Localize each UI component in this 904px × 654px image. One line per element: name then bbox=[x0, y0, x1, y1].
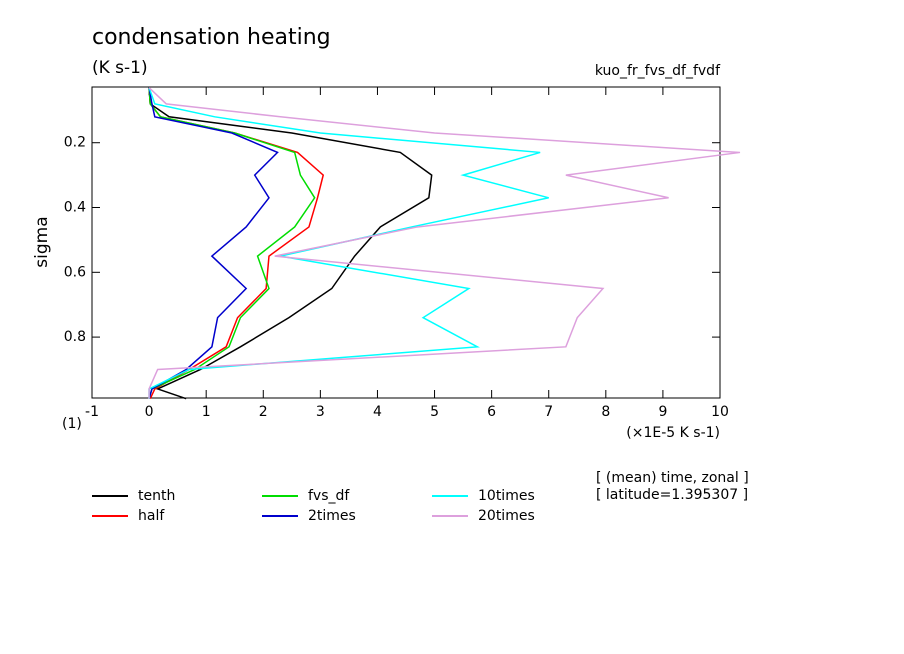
legend-label: 20times bbox=[478, 508, 535, 524]
x-tick-label: 10 bbox=[711, 404, 729, 420]
y-tick-label: 0.8 bbox=[64, 329, 86, 345]
series-line bbox=[148, 87, 549, 399]
x-tick-label: 4 bbox=[373, 404, 382, 420]
x-tick-label: 7 bbox=[544, 404, 553, 420]
y-axis-label: sigma bbox=[32, 216, 52, 267]
series-line bbox=[148, 87, 316, 399]
x-tick-label: 8 bbox=[601, 404, 610, 420]
legend-label: 10times bbox=[478, 488, 535, 504]
series-line bbox=[148, 87, 741, 399]
series-line bbox=[148, 87, 433, 400]
plot-frame bbox=[91, 86, 721, 399]
annotation: [ (mean) time, zonal ] bbox=[596, 470, 749, 486]
annotation: [ latitude=1.395307 ] bbox=[596, 487, 748, 503]
x-tick-label: 5 bbox=[430, 404, 439, 420]
y-tick-label: 0.2 bbox=[64, 135, 86, 151]
x-tick-label: 0 bbox=[145, 404, 154, 420]
legend-label: 2times bbox=[308, 508, 356, 524]
x-axis-label: (×1E-5 K s-1) bbox=[626, 425, 720, 441]
legend-label: fvs_df bbox=[308, 488, 350, 504]
x-tick-label: 9 bbox=[658, 404, 667, 420]
x-tick-label: 1 bbox=[202, 404, 211, 420]
x-tick-label: -1 bbox=[85, 404, 99, 420]
y-tick-label: 0.4 bbox=[64, 200, 86, 216]
x-tick-label: 2 bbox=[259, 404, 268, 420]
chart-title: condensation heating bbox=[92, 25, 331, 50]
run-label: kuo_fr_fvs_df_fvdf bbox=[595, 63, 721, 79]
legend-label: half bbox=[138, 508, 165, 524]
legend-label: tenth bbox=[138, 488, 175, 504]
y-tick-label: 0.6 bbox=[64, 264, 86, 280]
x-tick-label: 3 bbox=[316, 404, 325, 420]
chart-subtitle: (K s-1) bbox=[92, 58, 148, 78]
series-line bbox=[148, 87, 279, 399]
x-scale-note: (1) bbox=[62, 416, 82, 432]
x-tick-label: 6 bbox=[487, 404, 496, 420]
